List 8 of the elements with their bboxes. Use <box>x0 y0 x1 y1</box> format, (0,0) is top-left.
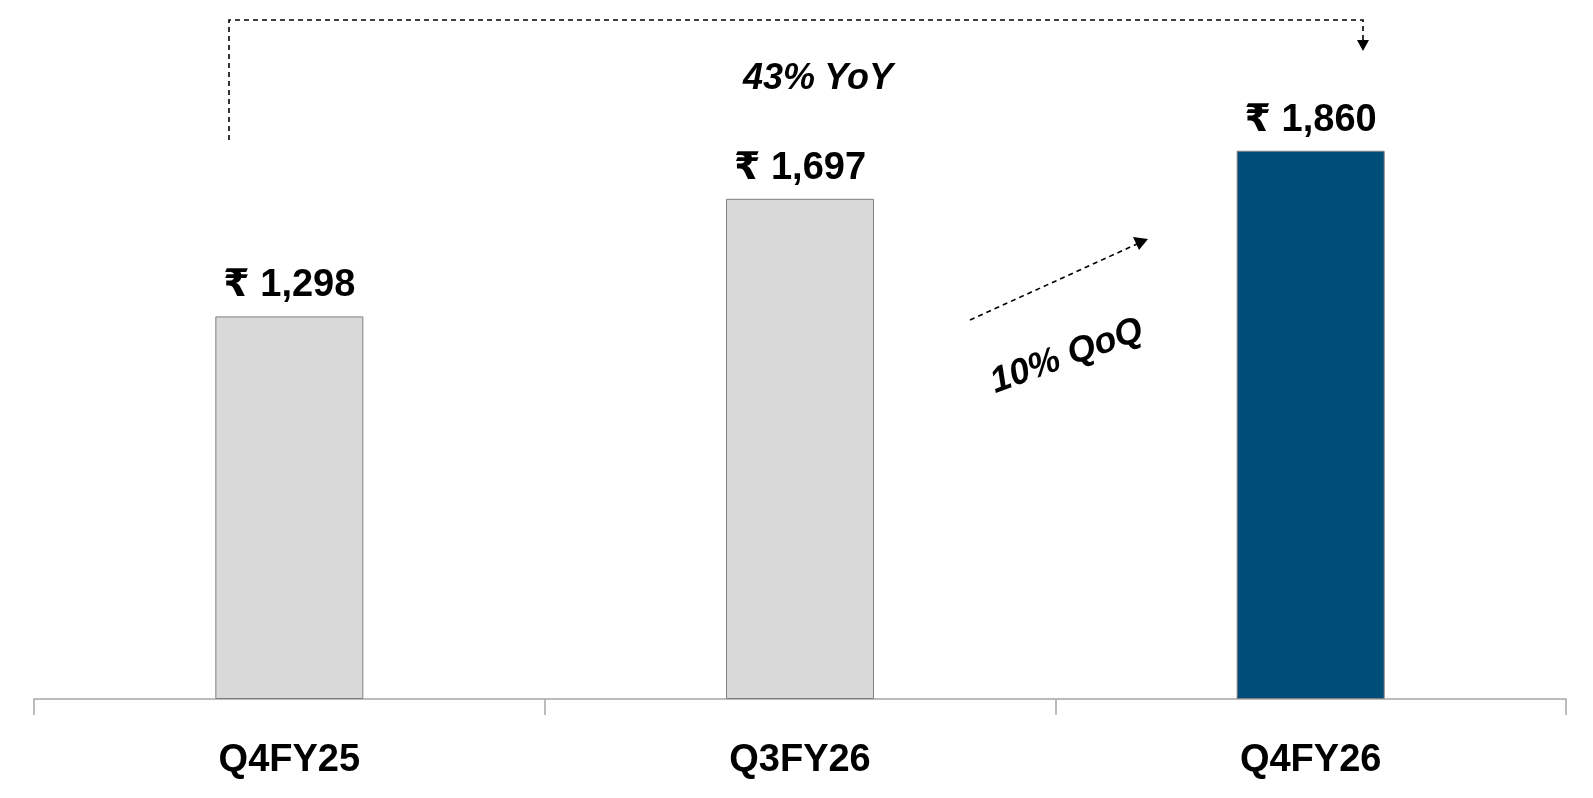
x-tick-label: Q3FY26 <box>729 737 871 779</box>
data-label: ₹ 1,860 <box>1244 96 1377 139</box>
data-label: ₹ 1,298 <box>223 262 356 305</box>
annotation: 10% QoQ <box>983 307 1149 401</box>
text: 43% YoY <box>741 55 897 97</box>
x-tick-label: Q4FY25 <box>218 737 361 779</box>
x-tick-label: Q4FY26 <box>1239 737 1382 779</box>
data-label: ₹ 1,697 <box>733 144 867 187</box>
